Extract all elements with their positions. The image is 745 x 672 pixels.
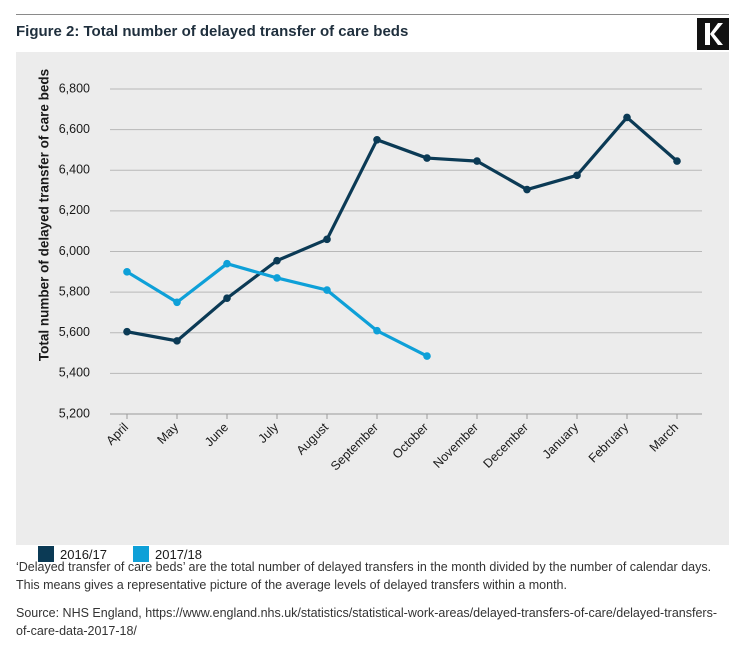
y-tick-label: 6,600 — [59, 122, 90, 136]
legend-swatch-2016-17 — [38, 546, 54, 562]
x-tick-label: March — [647, 420, 681, 454]
y-tick-label: 5,200 — [59, 406, 90, 420]
legend-label-2017-18: 2017/18 — [155, 546, 202, 562]
top-rule — [16, 14, 729, 15]
definition-note: ‘Delayed transfer of care beds’ are the … — [16, 560, 712, 592]
x-tick-label: May — [155, 420, 182, 447]
legend-item-2017-18: 2017/18 — [133, 545, 202, 563]
x-tick-label: January — [540, 420, 582, 462]
source-note: Source: NHS England, https://www.england… — [16, 606, 717, 638]
x-tick-label: October — [390, 420, 431, 461]
x-tick-label: February — [586, 420, 632, 466]
legend-label-2016-17: 2016/17 — [60, 546, 107, 562]
k-logo-icon — [705, 23, 723, 45]
data-point — [323, 235, 331, 244]
data-point — [523, 185, 531, 194]
data-point — [423, 154, 431, 162]
y-axis-ticks: 5,200 5,400 5,600 5,800 6,000 6,200 6,400 6,600… — [59, 81, 90, 420]
data-point — [373, 326, 381, 335]
data-point — [123, 327, 131, 336]
data-point — [473, 157, 481, 165]
figure-title: Figure 2: Total number of delayed transf… — [16, 23, 409, 40]
data-point — [123, 268, 131, 276]
y-tick-label: 6,400 — [59, 163, 90, 177]
y-tick-label: 5,800 — [59, 284, 90, 298]
y-axis-label: Total number of delayed transfer of care… — [37, 69, 52, 361]
data-point — [173, 298, 181, 307]
y-tick-label: 6,200 — [59, 203, 90, 217]
kings-fund-logo — [697, 18, 729, 50]
y-tick-label: 6,800 — [59, 81, 90, 95]
y-tick-label: 5,600 — [59, 325, 90, 339]
legend-item-2016-17: 2016/17 — [38, 545, 107, 563]
y-tick-label: 6,000 — [59, 244, 90, 258]
x-tick-label: July — [255, 420, 281, 446]
series-line — [125, 115, 679, 343]
x-tick-label: November — [430, 420, 481, 471]
data-point — [223, 294, 231, 303]
data-point — [273, 274, 281, 282]
x-tick-label: April — [104, 420, 132, 448]
line-chart: 5,200 5,400 5,600 5,800 6,000 6,200 6,400 6,600… — [37, 69, 702, 473]
data-point — [673, 157, 681, 165]
series-layer — [123, 113, 681, 360]
data-point — [373, 135, 381, 144]
grid-lines — [110, 88, 702, 415]
data-point — [223, 259, 231, 268]
legend-swatch-2017-18 — [133, 546, 149, 562]
x-tick-label: December — [480, 420, 531, 471]
data-point — [573, 171, 581, 180]
data-point — [173, 337, 181, 345]
chart-panel: 5,200 5,400 5,600 5,800 6,000 6,200 6,400 6,600… — [16, 52, 729, 562]
x-tick-label: June — [202, 420, 231, 449]
y-tick-label: 5,400 — [59, 366, 90, 380]
data-point — [323, 286, 331, 294]
data-point — [423, 352, 431, 360]
series-2016-17 — [123, 113, 681, 345]
series-2017-18 — [123, 259, 431, 360]
x-tick-label: August — [294, 420, 332, 458]
data-point — [623, 113, 631, 122]
x-tick-label: September — [328, 420, 381, 473]
data-point — [273, 256, 281, 265]
